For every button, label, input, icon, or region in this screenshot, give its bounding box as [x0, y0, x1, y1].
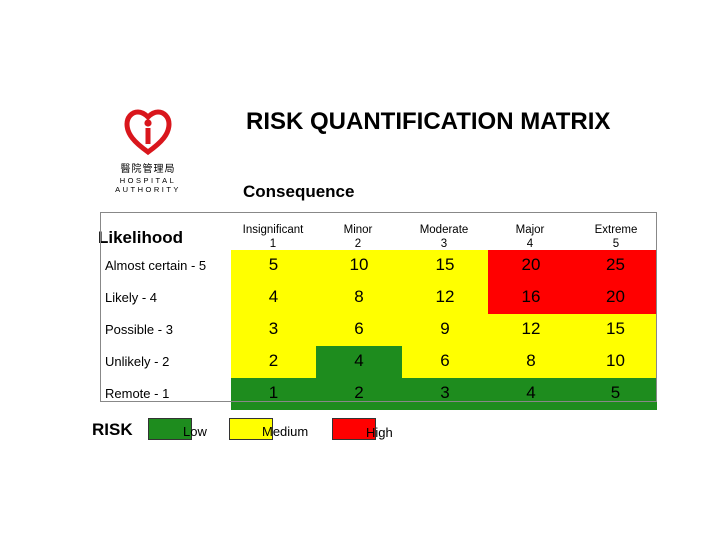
- column-header-minor: Minor 2: [316, 212, 400, 250]
- column-header-extreme: Extreme 5: [574, 212, 658, 250]
- matrix-cell: 1: [231, 378, 316, 410]
- column-name: Extreme: [594, 224, 638, 236]
- row-label: Likely - 4: [105, 290, 158, 305]
- legend-label-medium: Medium: [262, 424, 309, 439]
- matrix-cell: 5: [574, 378, 657, 410]
- matrix-cell: 16: [488, 282, 574, 314]
- matrix-cell: 10: [316, 250, 402, 282]
- legend-title: RISK: [92, 420, 133, 439]
- column-score: 3: [440, 238, 448, 250]
- consequence-heading: Consequence: [243, 182, 355, 201]
- matrix-cell: 8: [488, 346, 574, 378]
- column-score: 2: [354, 238, 362, 250]
- column-score: 4: [526, 238, 534, 250]
- hospital-authority-logo: 醫院管理局 HOSPITAL AUTHORITY: [112, 108, 184, 196]
- column-header-major: Major 4: [488, 212, 572, 250]
- matrix-cell: 2: [316, 378, 402, 410]
- page-title: RISK QUANTIFICATION MATRIX: [246, 108, 611, 135]
- matrix-cell: 25: [574, 250, 657, 282]
- logo-english-line1: HOSPITAL: [119, 176, 177, 185]
- logo-english-line2: AUTHORITY: [115, 185, 181, 194]
- matrix-cell: 10: [574, 346, 657, 378]
- matrix-cell: 4: [231, 282, 316, 314]
- column-name: Moderate: [419, 224, 469, 236]
- matrix-cell: 12: [402, 282, 488, 314]
- column-header-insignificant: Insignificant 1: [231, 212, 315, 250]
- matrix-cell: 2: [231, 346, 316, 378]
- matrix-cell: 12: [488, 314, 574, 346]
- column-name: Insignificant: [242, 224, 304, 236]
- column-header-moderate: Moderate 3: [402, 212, 486, 250]
- matrix-cell: 3: [402, 378, 488, 410]
- matrix-cell: 20: [488, 250, 574, 282]
- matrix-cell: 15: [402, 250, 488, 282]
- likelihood-heading: Likelihood: [98, 228, 183, 247]
- row-label: Remote - 1: [105, 386, 170, 401]
- row-label: Almost certain - 5: [105, 258, 207, 273]
- matrix-cell: 8: [316, 282, 402, 314]
- legend-swatch-high: [332, 418, 376, 440]
- risk-matrix: Insignificant 1 Minor 2 Moderate 3 Major 4 Extre…: [100, 212, 658, 410]
- matrix-cell: 4: [316, 346, 402, 378]
- column-score: 5: [612, 238, 620, 250]
- matrix-cell: 6: [316, 314, 402, 346]
- matrix-cell: 15: [574, 314, 657, 346]
- matrix-cell: 4: [488, 378, 574, 410]
- matrix-cell: 20: [574, 282, 657, 314]
- legend-label-high: High: [366, 425, 393, 440]
- row-label: Possible - 3: [105, 322, 173, 337]
- matrix-cell: 3: [231, 314, 316, 346]
- matrix-cell: 5: [231, 250, 316, 282]
- legend-swatch-medium: [229, 418, 273, 440]
- logo-chinese-text: 醫院管理局: [120, 164, 176, 175]
- column-score: 1: [269, 238, 277, 250]
- column-name: Major: [515, 224, 545, 236]
- matrix-cell: 6: [402, 346, 488, 378]
- row-label: Unlikely - 2: [105, 354, 170, 369]
- matrix-cell: 9: [402, 314, 488, 346]
- legend-swatch-low: [148, 418, 192, 440]
- heart-logo-icon: [124, 109, 172, 156]
- column-name: Minor: [343, 224, 373, 236]
- legend-label-low: Low: [183, 424, 207, 439]
